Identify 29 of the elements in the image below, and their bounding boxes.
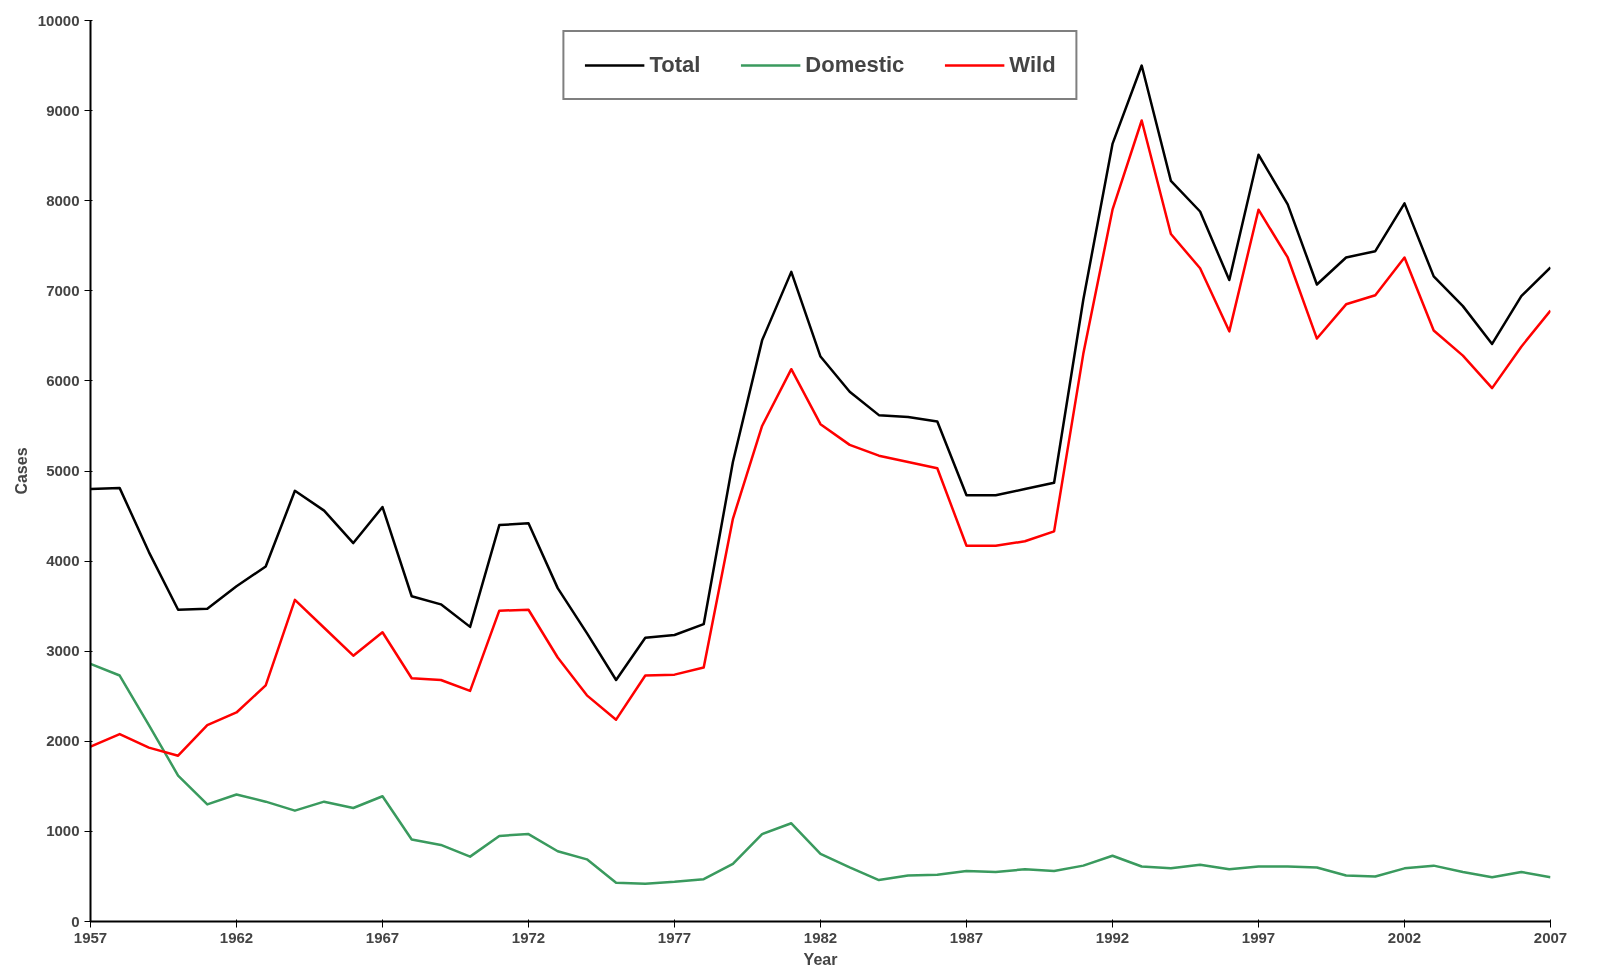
y-tick-label: 5000 [46, 462, 80, 479]
y-tick-label: 4000 [46, 552, 80, 570]
x-tick-label: 1992 [1095, 928, 1130, 946]
legend-label: Wild [1009, 52, 1056, 78]
y-tick-label: 0 [71, 912, 80, 930]
y-axis-title: Cases [12, 447, 30, 495]
legend-label: Total [649, 52, 701, 78]
x-tick-label: 1957 [73, 928, 108, 946]
y-tick-label: 7000 [46, 281, 80, 299]
y-tick-label: 1000 [46, 822, 80, 840]
legend-label: Domestic [805, 52, 905, 78]
x-tick-label: 1962 [219, 928, 254, 946]
x-tick-label: 1987 [949, 928, 984, 946]
y-tick-label: 2000 [46, 732, 80, 750]
y-tick-label: 8000 [46, 191, 80, 209]
line-series [90, 119, 1551, 757]
x-tick-label: 1967 [365, 928, 400, 946]
y-tick-label: 3000 [46, 642, 80, 660]
x-tick-label: 2002 [1387, 928, 1422, 946]
line-series [90, 662, 1551, 885]
y-tick-label: 9000 [46, 101, 80, 119]
x-tick-label: 1982 [803, 928, 838, 946]
x-axis-title: Year [803, 950, 838, 968]
x-tick-label: 1977 [657, 928, 692, 946]
y-tick-label: 10000 [37, 11, 80, 29]
x-tick-label: 1997 [1241, 928, 1276, 946]
x-tick-label: 2007 [1533, 928, 1568, 946]
x-tick-label: 1972 [511, 928, 546, 946]
y-tick-label: 6000 [46, 371, 80, 389]
